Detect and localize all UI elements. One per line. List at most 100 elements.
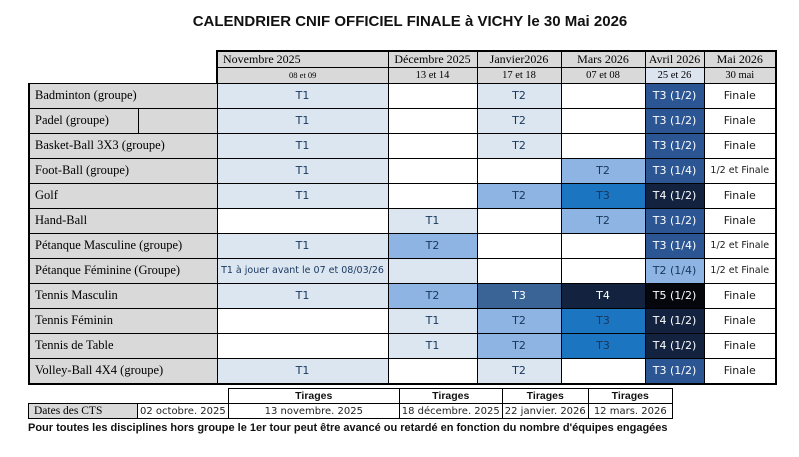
stage-cell: Finale [703,132,777,159]
cts-label: Dates des CTS [28,403,138,419]
stage-cell [216,307,389,334]
stage-cell [216,207,389,234]
stage-cell: T4 (1/2) [644,307,705,334]
stage-cell: T2 [476,132,562,159]
stage-cell [560,132,646,159]
stage-cell: T2 [476,82,562,109]
tirages-header: Tirages [398,388,503,404]
month-header-row: Novembre 2025 Décembre 2025 Janvier2026 … [29,50,777,68]
sport-label: Foot-Ball (groupe) [28,157,218,184]
stage-cell: T1 [216,132,389,159]
month-header: Avril 2026 [644,50,705,68]
sport-label: Tennis de Table [28,332,218,359]
sport-label: Pétanque Masculine (groupe) [28,232,218,259]
stage-cell: T2 [476,107,562,134]
stage-cell: T2 [476,357,562,385]
stage-cell: T1 [216,107,389,134]
table-row: Tennis de Table T1 T2 T3 T4 (1/2) Finale [28,332,777,359]
footnote: Pour toutes les disciplines hors groupe … [28,422,668,434]
tirage-date: 18 décembre. 2025 [398,403,503,419]
stage-cell [216,332,389,359]
stage-cell: T1 [216,232,389,259]
stage-cell [560,257,646,284]
days-header: 08 et 09 [216,67,389,84]
tirage-date: 13 novembre. 2025 [227,403,400,419]
stage-cell: T4 [560,282,646,309]
days-header: 07 et 08 [560,67,646,84]
table-row: Golf T1 T2 T3 T4 (1/2) Finale [28,182,777,209]
sport-label: Pétanque Féminine (Groupe) [28,257,218,284]
stage-cell: T1 [216,357,389,385]
stage-cell [560,357,646,385]
stage-cell: Finale [703,107,777,134]
sport-label: Badminton (groupe) [28,82,218,109]
stage-cell: T1 [387,207,478,234]
tirages-header: Tirages [587,388,673,404]
month-header: Janvier2026 [476,50,562,68]
cts-date: 02 octobre. 2025 [137,403,229,419]
stage-cell [476,232,562,259]
table-row: Tennis Masculin T1 T2 T3 T4 T5 (1/2) Finale [28,282,777,309]
table-row: Tennis Féminin T1 T2 T3 T4 (1/2) Finale [28,307,777,334]
stage-cell [387,132,478,159]
stage-cell: T3 [560,182,646,209]
stage-cell [387,157,478,184]
tirages-table: Tirages Tirages Tirages Tirages Dates de… [28,388,673,419]
stage-cell: T1 à jouer avant le 07 et 08/03/26 [216,257,389,284]
tirages-corner [138,389,229,404]
table-row: Hand-Ball T1 T2 T3 (1/2) Finale [28,207,777,234]
stage-cell: T3 (1/2) [644,357,705,385]
month-header: Mai 2026 [703,50,777,68]
stage-cell: 1/2 et Finale [703,232,777,259]
table-row: Volley-Ball 4X4 (groupe) T1 T2 T3 (1/2) Fina… [28,357,777,385]
stage-cell [560,232,646,259]
table-row: Basket-Ball 3X3 (groupe) T1 T2 T3 (1/2) Fina… [28,132,777,159]
stage-cell: 1/2 et Finale [703,157,777,184]
stage-cell: T3 (1/2) [644,207,705,234]
stage-cell: Finale [703,307,777,334]
days-header: 13 et 14 [387,67,478,84]
stage-cell: T5 (1/2) [644,282,705,309]
days-header: 30 mai [703,67,777,84]
tirages-header-row: Tirages Tirages Tirages Tirages [29,388,673,404]
stage-cell: T2 [476,307,562,334]
stage-cell: T3 (1/4) [644,157,705,184]
stage-cell: Finale [703,282,777,309]
table-row: Padel (groupe) T1 T2 T3 (1/2) Finale [28,107,777,134]
stage-cell: T3 (1/2) [644,82,705,109]
stage-cell [560,107,646,134]
stage-cell [387,357,478,385]
sport-label: Tennis Masculin [28,282,218,309]
sport-label-extension [137,107,218,134]
stage-cell: T2 [476,332,562,359]
calendar-header: Novembre 2025 Décembre 2025 Janvier2026 … [29,50,777,84]
sport-label: Padel (groupe) [28,107,139,134]
stage-cell [387,82,478,109]
stage-cell: T2 [387,232,478,259]
stage-cell: T1 [387,307,478,334]
table-row: Pétanque Féminine (Groupe) T1 à jouer ava… [28,257,777,284]
stage-cell: T3 [560,332,646,359]
stage-cell: T1 [216,282,389,309]
tirage-date: 12 mars. 2026 [587,403,673,419]
header-corner [29,68,217,84]
stage-cell [387,257,478,284]
month-header: Décembre 2025 [387,50,478,68]
stage-cell: T3 [476,282,562,309]
month-header: Mars 2026 [560,50,646,68]
stage-cell: Finale [703,182,777,209]
stage-cell: T1 [216,157,389,184]
table-row: Badminton (groupe) T1 T2 T3 (1/2) Finale [28,82,777,109]
stage-cell: Finale [703,207,777,234]
tirages-header: Tirages [501,388,589,404]
sport-label: Basket-Ball 3X3 (groupe) [28,132,218,159]
stage-cell: 1/2 et Finale [703,257,777,284]
stage-cell: T1 [216,82,389,109]
stage-cell: T3 [560,307,646,334]
sport-label: Hand-Ball [28,207,218,234]
stage-cell: T2 (1/4) [644,257,705,284]
stage-cell [387,182,478,209]
stage-cell: Finale [703,332,777,359]
days-header-row: 08 et 09 13 et 14 17 et 18 07 et 08 25 e… [29,67,777,84]
